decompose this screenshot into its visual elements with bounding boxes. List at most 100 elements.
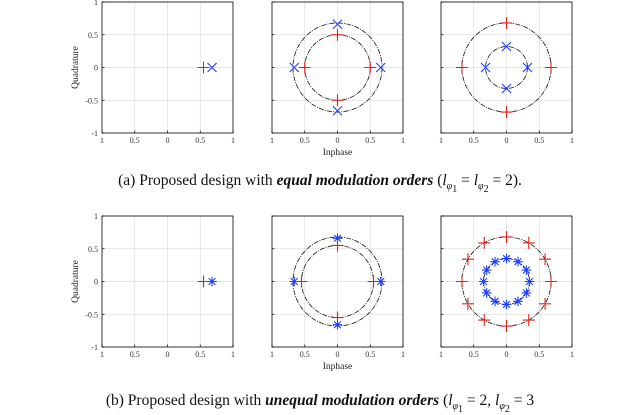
y-axis-label: Quadrature (71, 260, 81, 303)
plus-marker (478, 236, 491, 249)
x-tick-label: 1 (231, 136, 235, 145)
x-marker (332, 105, 343, 116)
x-tick-label: 1 (439, 350, 443, 359)
plus-marker (500, 106, 513, 119)
plus-marker (197, 275, 210, 288)
x-tick-label: 1 (231, 350, 235, 359)
x-axis-label: Inphase (323, 148, 353, 158)
x-tick-label: 0.5 (130, 350, 140, 359)
x-tick-label: 1 (270, 350, 274, 359)
plus-marker (522, 236, 535, 249)
star-marker (521, 265, 532, 275)
star-marker (332, 319, 343, 330)
plus-marker (500, 320, 513, 333)
y-tick-label: -1 (91, 129, 98, 138)
y-axis-label: Quadrature (71, 46, 81, 89)
plus-marker (364, 61, 377, 74)
star-marker (521, 288, 532, 298)
plus-marker (455, 275, 468, 288)
plot-a3: 1 0.5 0 0.5 1 (439, 1, 574, 145)
plus-marker (478, 314, 491, 327)
x-marker (522, 62, 533, 73)
x-marker (289, 62, 300, 73)
x-tick-label: 0.5 (534, 136, 544, 145)
x-marker (501, 83, 512, 94)
star-marker (332, 233, 343, 244)
plot-b3: 1 0.5 0 0.5 1 (439, 215, 574, 359)
plus-marker (500, 16, 513, 29)
x-marker (332, 19, 343, 30)
y-tick-label: -1 (91, 343, 98, 352)
x-tick-label: 0 (166, 350, 170, 359)
plus-marker (197, 61, 210, 74)
star-marker (513, 296, 523, 307)
star-marker (481, 288, 492, 298)
x-marker (375, 62, 386, 73)
x-tick-label: 1 (100, 136, 104, 145)
x-tick-label: 0.5 (195, 350, 205, 359)
constellation-figure: 1 1 0.5 0.5 0 0 0.5 -0.5 1 -1 Quadrature 1 0.5 0 0.5 1 I… (71, 0, 574, 415)
star-marker (490, 296, 500, 307)
y-tick-label: 0.5 (88, 245, 98, 254)
x-tick-label: 1 (570, 350, 574, 359)
plus-marker (461, 253, 474, 266)
plus-marker (331, 94, 344, 107)
star-marker (524, 276, 535, 287)
star-marker (207, 276, 217, 287)
x-tick-label: 0 (336, 350, 340, 359)
star-marker (501, 299, 512, 310)
x-tick-label: 0.5 (300, 350, 310, 359)
x-tick-label: 1 (401, 136, 405, 145)
y-tick-label: 0 (94, 278, 98, 287)
star-marker (481, 265, 492, 275)
x-tick-label: 0 (336, 136, 340, 145)
x-tick-label: 0 (505, 350, 509, 359)
x-tick-label: 0.5 (469, 136, 479, 145)
x-tick-label: 1 (401, 350, 405, 359)
plot-a2: 1 0.5 0 0.5 1 Inphase (270, 1, 405, 158)
x-tick-label: 1 (100, 350, 104, 359)
plus-marker (461, 297, 474, 310)
x-tick-label: 0.5 (534, 350, 544, 359)
y-tick-label: 1 (94, 212, 98, 221)
plot-b2: 1 0.5 0 0.5 1 Inphase (270, 215, 405, 372)
x-tick-label: 0.5 (365, 350, 375, 359)
x-tick-label: 1 (570, 136, 574, 145)
y-tick-label: -0.5 (85, 310, 98, 319)
plus-marker (539, 297, 552, 310)
plus-marker (539, 253, 552, 266)
star-marker (478, 276, 489, 287)
x-tick-label: 1 (270, 136, 274, 145)
caption-a: (a) Proposed design with equal modulatio… (118, 172, 522, 196)
x-tick-label: 0 (505, 136, 509, 145)
plus-marker (331, 311, 344, 324)
plus-marker (331, 239, 344, 252)
decision-circle (292, 22, 383, 113)
star-marker (513, 256, 523, 267)
plus-marker (295, 275, 308, 288)
star-marker (501, 253, 512, 264)
y-tick-label: -0.5 (85, 96, 98, 105)
star-marker (375, 276, 386, 287)
plus-marker (331, 28, 344, 41)
caption-b: (b) Proposed design with unequal modulat… (105, 392, 535, 415)
plus-marker (545, 61, 558, 74)
x-marker (480, 62, 491, 73)
x-axis-label: Inphase (323, 362, 353, 372)
y-tick-label: 1 (94, 0, 98, 7)
x-tick-label: 0.5 (130, 136, 140, 145)
x-marker (207, 62, 217, 73)
x-tick-label: 0.5 (195, 136, 205, 145)
star-marker (289, 276, 300, 287)
y-tick-label: 0.5 (88, 31, 98, 40)
x-tick-label: 0.5 (300, 136, 310, 145)
plus-marker (545, 275, 558, 288)
plus-marker (500, 230, 513, 243)
plus-marker (455, 61, 468, 74)
x-tick-label: 0 (166, 136, 170, 145)
plus-marker (522, 314, 535, 327)
plus-marker (298, 61, 311, 74)
